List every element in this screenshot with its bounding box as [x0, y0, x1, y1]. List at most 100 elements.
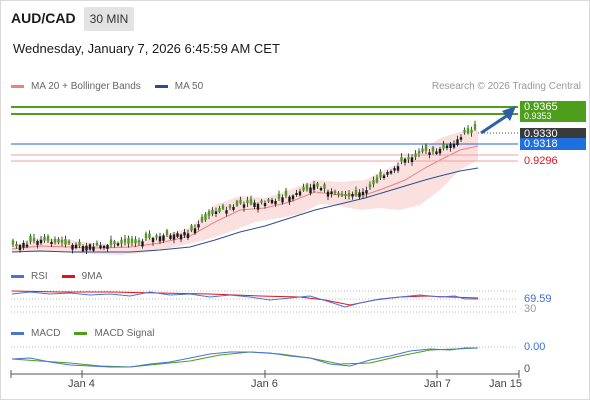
projection-arrow-head — [502, 106, 516, 121]
target-sub-label: 0.9353 — [520, 110, 586, 122]
candle-body — [165, 230, 169, 235]
candle-body — [193, 228, 197, 234]
candle-body — [379, 171, 382, 178]
support-price-label: 0.9318 — [520, 138, 586, 150]
candle-body — [95, 242, 99, 246]
candle-body — [179, 234, 183, 240]
candle-body — [123, 238, 127, 243]
x-axis-ticks — [10, 370, 520, 378]
candle-body — [400, 157, 403, 162]
candle-body — [242, 204, 246, 208]
candle-body — [442, 144, 445, 149]
candle-body — [228, 205, 232, 208]
x-tick-label-jan7: Jan 7 — [424, 378, 451, 390]
legend-bollinger-label: MA 20 + Bollinger Bands — [31, 81, 141, 92]
candle-body — [291, 195, 295, 200]
candle-body — [330, 191, 333, 194]
candle-body — [102, 245, 106, 248]
rsi-line — [11, 291, 478, 308]
candle-body — [113, 241, 116, 245]
candle-body — [358, 192, 361, 198]
candle-body — [452, 143, 456, 148]
candle-body — [29, 235, 32, 242]
candle-body — [36, 240, 39, 246]
candle-body — [288, 196, 291, 202]
candle-body — [74, 244, 78, 249]
candle-body — [148, 233, 151, 239]
candle-body — [225, 210, 228, 214]
candle-body — [459, 137, 463, 140]
candle-body — [32, 237, 36, 242]
candle-body — [197, 224, 200, 228]
candle-body — [449, 143, 452, 148]
candle-body — [333, 191, 337, 194]
candle-body — [176, 233, 179, 237]
candle-body — [403, 158, 407, 163]
candle-body — [438, 148, 442, 154]
candle-body — [277, 193, 281, 199]
candle-body — [57, 238, 60, 243]
candle-body — [134, 239, 137, 244]
x-tick-label-jan15: Jan 15 — [489, 378, 523, 390]
candle-body — [312, 184, 316, 190]
rsi-value-label: 69.59 — [524, 293, 552, 305]
candle-body — [298, 191, 302, 196]
candle-body — [221, 205, 225, 210]
candle-body — [274, 201, 277, 205]
candle-body — [267, 199, 270, 202]
candle-body — [309, 187, 312, 194]
candle-body — [375, 177, 379, 183]
candle-body — [284, 190, 288, 196]
candle-body — [15, 244, 18, 247]
macd-line — [11, 347, 478, 368]
candle-body — [417, 151, 421, 154]
x-tick-label-jan6: Jan 6 — [251, 378, 278, 390]
bollinger-swatch — [11, 85, 24, 88]
rsi-legend: RSI 9MA — [11, 271, 102, 282]
candle-body — [410, 157, 414, 163]
candle-body — [64, 238, 67, 245]
candle-body — [207, 211, 211, 216]
rsi-level-label: 30 — [524, 303, 537, 315]
candle-body — [263, 202, 267, 207]
main-legend: MA 20 + Bollinger Bands MA 50 — [11, 81, 203, 92]
macd-signal-line — [11, 347, 479, 368]
candle-body — [211, 209, 214, 215]
candle-body — [99, 245, 102, 249]
candle-body — [67, 241, 71, 244]
candle-body — [218, 208, 221, 212]
ma50-line — [11, 167, 479, 253]
candle-body — [407, 156, 410, 160]
candle-body — [424, 144, 428, 151]
candle-body — [22, 242, 25, 248]
candle-body — [116, 243, 120, 246]
candle-body — [319, 187, 323, 191]
candle-body — [396, 166, 400, 171]
legend-rsi-ma-label: 9MA — [81, 271, 103, 282]
candle-body — [25, 244, 29, 247]
candle-body — [81, 246, 85, 252]
macd-legend: MACD MACD Signal — [11, 328, 154, 339]
candle-body — [347, 193, 351, 197]
projection-arrow-line — [480, 113, 509, 135]
candle-body — [323, 184, 326, 189]
datetime-label: Wednesday, January 7, 2026 6:45:59 AM CE… — [13, 41, 280, 56]
candle-body — [473, 124, 477, 130]
rsi-swatch — [11, 275, 24, 278]
candle-body — [249, 199, 253, 205]
support2-price-label: 0.9296 — [524, 155, 558, 167]
candle-body — [253, 202, 256, 207]
candle-body — [39, 239, 43, 244]
candle-body — [368, 184, 372, 188]
timeframe-button[interactable]: 30 MIN — [84, 7, 134, 31]
candle-body — [130, 238, 134, 243]
candle-body — [456, 139, 459, 146]
candle-body — [281, 197, 284, 203]
candle-body — [151, 237, 155, 242]
candle-body — [239, 199, 242, 204]
candle-body — [106, 244, 109, 249]
candle-body — [246, 200, 249, 203]
candle-body — [316, 183, 319, 187]
candle-body — [326, 191, 330, 197]
